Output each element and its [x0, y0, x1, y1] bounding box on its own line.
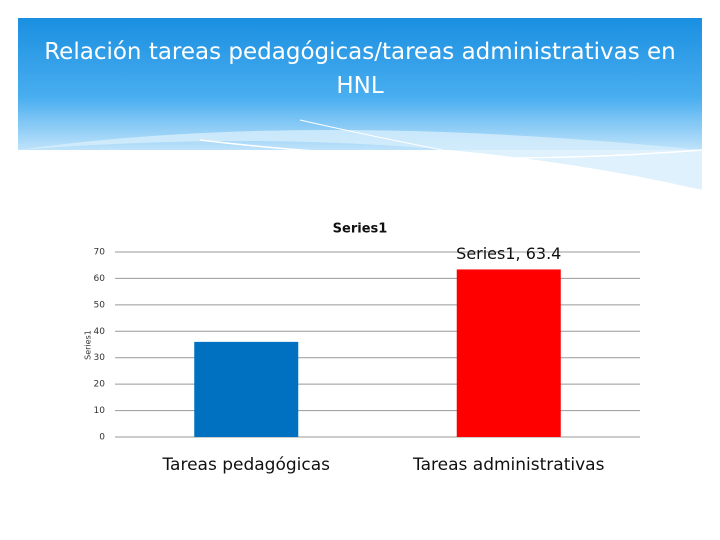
y-tick-label: 10	[94, 406, 106, 416]
y-tick-label: 20	[94, 380, 106, 390]
y-tick-label: 60	[94, 274, 106, 284]
header-banner	[18, 18, 702, 150]
banner-curve	[299, 119, 703, 191]
x-tick-label: Tareas pedagógicas	[161, 455, 330, 475]
y-tick-label: 0	[99, 433, 105, 443]
y-axis-label: Series1	[84, 330, 93, 360]
chart-title: Series1	[333, 222, 388, 237]
banner-swoosh	[18, 130, 702, 190]
y-tick-label: 40	[94, 327, 106, 337]
bar	[456, 269, 561, 437]
y-tick-label: 50	[94, 300, 106, 310]
x-tick-label: Tareas administrativas	[412, 455, 605, 475]
banner-curve	[199, 139, 703, 159]
y-tick-label: 30	[94, 353, 106, 363]
data-label: Series1, 63.4	[456, 244, 561, 263]
slide-title: Relación tareas pedagógicas/tareas admin…	[44, 39, 676, 99]
y-tick-label: 70	[94, 248, 106, 258]
bar	[194, 341, 299, 437]
